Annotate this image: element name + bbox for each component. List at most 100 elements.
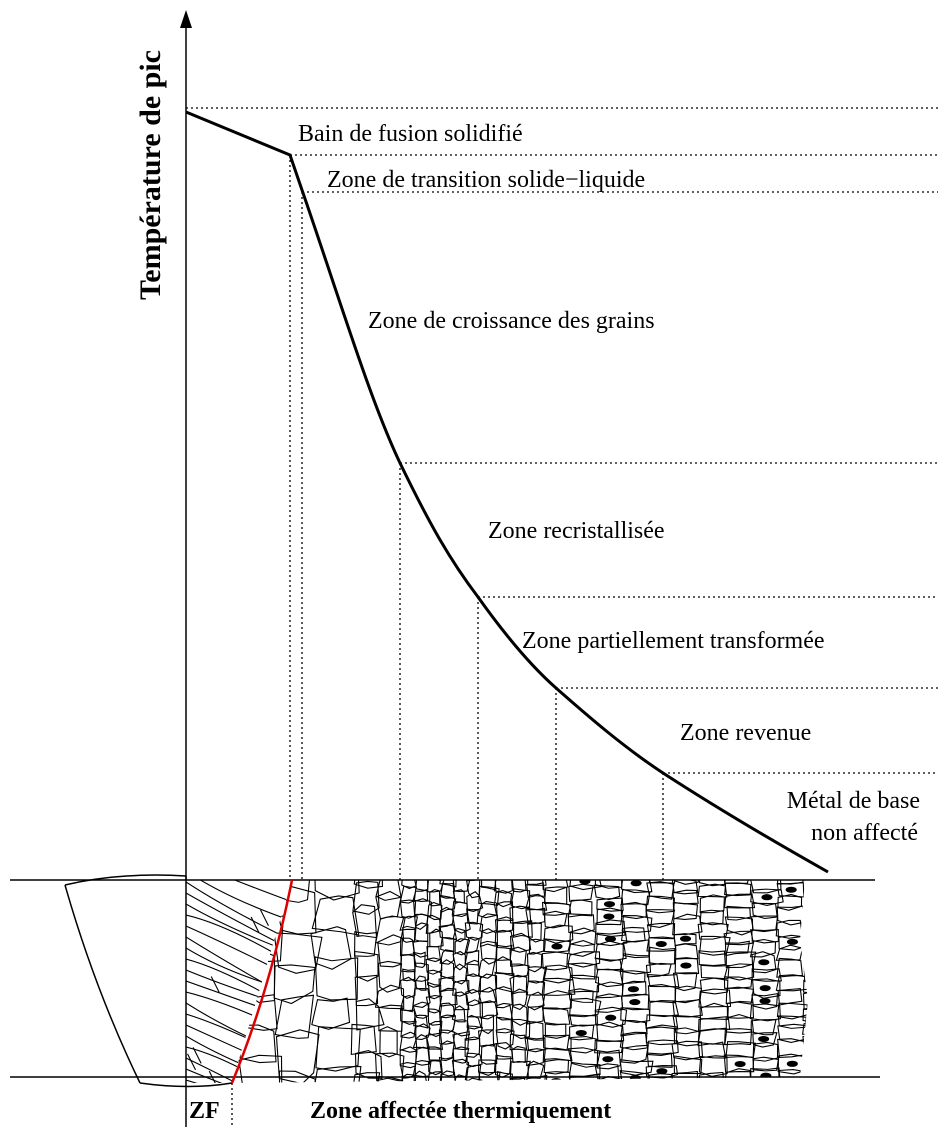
grain [700,964,730,980]
grain [803,979,808,994]
grain [525,893,548,911]
grain [186,1046,292,1083]
grain [466,1077,483,1083]
grain [236,880,279,928]
grain [451,1019,471,1037]
grain [210,976,220,993]
grain [543,886,568,905]
fz-label: ZF [189,1098,220,1124]
grains [234,880,823,1083]
grain [466,1052,483,1068]
grain [804,955,808,971]
zone-label: Zone de transition solide−liquide [327,167,645,193]
grain [440,959,455,980]
grain [803,898,808,917]
grain [749,928,779,944]
grain [192,1047,202,1064]
grain [568,1073,602,1083]
grain [698,1055,728,1077]
grain [238,1054,283,1083]
grain [801,1021,808,1036]
grain [543,938,572,953]
grain [594,1006,628,1028]
grain [541,951,569,971]
grain [541,880,569,893]
grain [802,1006,808,1025]
grain [425,1032,444,1050]
grain [377,960,403,993]
grain [208,1070,218,1083]
grain [543,1071,571,1083]
grain [186,1068,292,1083]
grain [621,1081,648,1083]
grain [803,1058,808,1074]
grain [525,1048,545,1067]
grain [186,1024,292,1078]
grain [550,1078,562,1083]
grain [568,883,594,902]
grain [439,987,458,1007]
grain [479,913,498,935]
grain [752,1056,780,1072]
grain [673,880,702,885]
grain [619,1059,654,1076]
grain [311,895,360,936]
grain [273,964,316,1005]
grain [354,950,379,982]
grain [479,1000,499,1020]
grain [478,885,500,906]
grain [679,935,692,942]
grain [314,880,360,901]
grain [439,949,455,965]
grain [510,888,531,910]
grain [494,889,513,908]
grain [526,1004,544,1025]
grain [620,1007,651,1023]
grain [620,901,647,920]
grain [187,1053,197,1071]
grain [427,880,441,882]
grain [238,1024,277,1064]
grain [698,950,726,967]
grain [425,957,443,975]
grain [480,1042,498,1065]
grain [494,916,514,933]
grain [511,963,530,978]
grain [399,976,416,1000]
grain [477,1029,495,1047]
grain [415,975,427,991]
grain [495,1028,515,1050]
grain [602,1056,614,1063]
grain [496,1070,513,1083]
grain [569,1024,595,1041]
grain [775,944,804,961]
zone-label: Métal de base [787,788,920,814]
grain [726,905,751,921]
grain [803,886,808,902]
grain [697,1071,725,1083]
grain [751,992,779,1010]
zone-label: non affecté [811,820,918,846]
guides [186,107,938,1127]
grain [595,919,626,938]
grain [725,1013,755,1034]
grain [478,1071,501,1083]
grain [454,938,471,956]
grain [375,890,402,920]
grain [803,1046,808,1063]
grain [579,880,591,885]
grain [425,994,443,1014]
grain [672,913,703,936]
grain [699,894,725,914]
grain [813,1063,823,1068]
grain [543,1058,570,1075]
grain [603,913,615,920]
grain [274,994,315,1039]
grain [759,997,771,1005]
grain [759,985,771,992]
grain [512,920,533,938]
grain [401,1073,415,1083]
columnar-grains [186,880,292,1083]
grain [629,999,641,1006]
